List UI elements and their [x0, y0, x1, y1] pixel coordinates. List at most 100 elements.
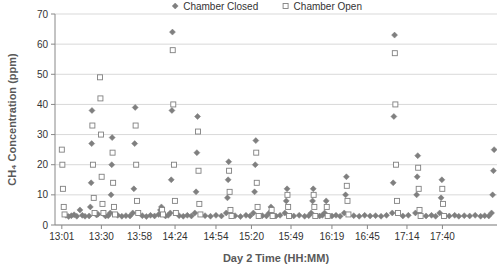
- y-tick: [51, 194, 55, 195]
- point: [461, 213, 467, 219]
- point: [490, 192, 496, 198]
- x-tick: [139, 225, 140, 229]
- point: [343, 174, 349, 180]
- point: [60, 162, 65, 167]
- point: [250, 210, 256, 216]
- point: [172, 198, 177, 203]
- point: [218, 213, 224, 219]
- point: [472, 212, 478, 218]
- point: [109, 162, 115, 168]
- grid-line: [55, 194, 497, 195]
- point: [345, 198, 350, 203]
- y-tick: [51, 104, 55, 105]
- point: [88, 180, 94, 186]
- x-tick: [61, 225, 62, 229]
- x-tick: [175, 225, 176, 229]
- point: [194, 150, 200, 156]
- point: [98, 96, 103, 101]
- point: [195, 113, 201, 119]
- point: [101, 210, 106, 215]
- point: [373, 213, 379, 219]
- point: [456, 213, 462, 219]
- point: [92, 210, 97, 215]
- point: [384, 212, 390, 218]
- x-tick: [367, 225, 368, 229]
- y-axis: [55, 14, 56, 225]
- point: [284, 186, 290, 192]
- grid-line: [55, 104, 497, 105]
- point: [416, 165, 421, 170]
- point: [167, 210, 173, 216]
- point: [169, 107, 175, 113]
- point: [418, 213, 423, 218]
- point: [256, 213, 261, 218]
- x-axis-label: Day 2 Time (HH:MM): [223, 252, 329, 264]
- point: [467, 213, 473, 219]
- x-tick: [101, 225, 102, 229]
- x-tick-label: 16:45: [355, 231, 380, 242]
- point: [393, 102, 398, 107]
- point: [296, 212, 302, 218]
- point: [356, 213, 362, 219]
- point: [170, 48, 175, 53]
- y-tick: [51, 44, 55, 45]
- y-tick-label: 60: [37, 39, 49, 50]
- point: [343, 192, 349, 198]
- point: [389, 210, 395, 216]
- x-axis: [55, 225, 497, 226]
- grid-line: [55, 44, 497, 45]
- point: [108, 192, 114, 198]
- x-tick-label: 13:58: [127, 231, 152, 242]
- point: [136, 210, 141, 215]
- point: [324, 204, 329, 209]
- point: [311, 192, 316, 197]
- point: [390, 180, 396, 186]
- point: [417, 207, 422, 212]
- point: [195, 129, 200, 134]
- point: [351, 213, 357, 219]
- y-tick: [51, 225, 55, 226]
- point: [253, 138, 259, 144]
- point: [62, 212, 67, 217]
- point: [60, 186, 65, 191]
- point: [325, 213, 330, 218]
- point: [169, 29, 175, 35]
- point: [111, 180, 116, 185]
- point: [90, 123, 95, 128]
- point: [344, 183, 349, 188]
- point: [286, 204, 291, 209]
- point: [161, 212, 166, 217]
- x-tick-label: 13:01: [49, 231, 74, 242]
- point: [227, 189, 232, 194]
- y-tick-label: 40: [37, 99, 49, 110]
- point: [87, 204, 93, 210]
- plot-area: [59, 29, 497, 219]
- point: [491, 147, 497, 153]
- point: [171, 162, 176, 167]
- point: [312, 204, 317, 209]
- point: [89, 107, 95, 113]
- point: [283, 198, 289, 204]
- point: [98, 75, 103, 80]
- point: [362, 212, 368, 218]
- point: [132, 141, 138, 147]
- y-tick: [51, 134, 55, 135]
- point: [438, 195, 444, 201]
- point: [173, 210, 178, 215]
- chart: 01020304050607013:0113:3013:5814:2414:54…: [0, 0, 500, 267]
- point: [89, 141, 95, 147]
- y-tick-label: 70: [37, 9, 49, 20]
- point: [133, 123, 138, 128]
- point: [439, 177, 445, 183]
- point: [416, 186, 421, 191]
- point: [134, 162, 139, 167]
- point: [226, 159, 232, 165]
- grid-line: [55, 225, 497, 226]
- x-tick: [291, 225, 292, 229]
- point: [310, 186, 316, 192]
- point: [61, 204, 66, 209]
- point: [323, 198, 329, 204]
- point: [269, 207, 274, 212]
- point: [394, 162, 399, 167]
- point: [109, 135, 115, 141]
